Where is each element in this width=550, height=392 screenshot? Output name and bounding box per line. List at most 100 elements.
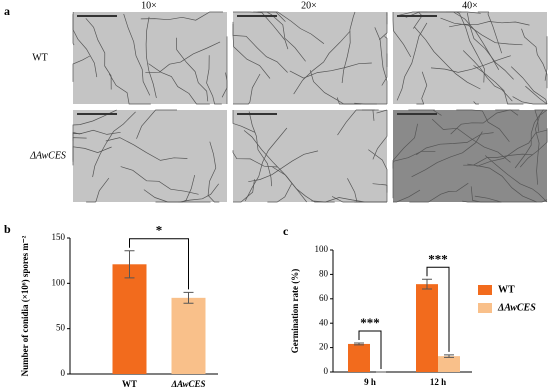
significance-bracket [426,266,450,352]
micrographs [72,11,548,203]
error-bar [422,278,432,290]
hypha [510,66,548,105]
hypha [337,109,379,136]
hypha [72,55,90,82]
hypha [521,28,548,89]
hypha [232,24,288,73]
error-bar [183,291,194,304]
row-label: ΔAwCES [29,150,66,161]
hypha [143,189,211,203]
significance-label: *** [360,315,380,330]
legend-label: WT [498,284,515,295]
legend-label: ΔAwCES [497,302,536,313]
y-tick-label: 100 [52,277,66,287]
hypha [72,109,117,136]
hypha [207,141,220,203]
hypha [484,155,548,203]
x-tick-label: WT [122,379,137,389]
hypha [525,85,548,105]
hypha [140,11,223,21]
hypha [466,12,514,80]
bar [416,284,438,372]
significance-label: *** [428,251,448,266]
micrograph [233,110,387,202]
scale-bar [77,113,117,115]
y-tick-label: 0 [324,366,329,376]
hypha [514,109,547,169]
hypha [145,41,221,74]
hypha [92,111,136,178]
hypha [544,36,548,81]
hypha [408,109,442,116]
hypha [376,109,388,114]
hypha [85,18,112,90]
hypha [123,13,151,96]
y-tick-label: 60 [319,293,329,303]
error-bar [444,354,454,358]
hypha [396,22,428,101]
hypha [108,73,151,105]
micrograph [73,110,227,202]
column-label: 40× [462,0,478,11]
y-tick-label: 50 [56,323,66,333]
hypha [372,110,388,160]
hypha [450,109,520,135]
hypha [148,63,210,105]
scale-bar [77,15,117,17]
hypha [470,186,502,203]
hypha [72,11,98,78]
hypha [347,178,365,203]
hypha [293,30,351,95]
hypha [446,11,500,70]
error-bar [124,250,135,279]
y-tick-label: 0 [61,368,66,378]
column-label: 10× [141,0,157,11]
legend-swatch [478,285,492,295]
hypha [463,153,534,166]
hypha [392,123,418,199]
scale-bar [397,15,437,17]
hypha [120,166,199,195]
y-axis-label: Number of conidia (×10⁶) spores m⁻² [20,235,30,376]
hypha [476,129,547,167]
micrograph [393,110,547,202]
hypha [86,177,110,203]
hypha [474,195,548,203]
error-bar [183,291,194,304]
bar [438,356,460,372]
error-bar [422,278,432,290]
hypha [372,183,388,202]
y-tick-label: 100 [315,244,329,254]
hypha [374,27,388,104]
bar [348,343,370,372]
hypha [233,73,261,105]
scale-bar [237,113,277,115]
hypha [414,26,481,90]
x-tick-label: ΔAwCES [171,379,206,389]
hypha [449,21,530,28]
scale-bar [237,15,277,17]
hypha [206,55,222,105]
hypha [440,17,523,46]
panel-label: a [4,4,10,18]
hypha [519,128,548,168]
hypha [248,111,272,187]
hypha [311,197,387,203]
y-axis-label: Germination rate (%) [290,269,300,353]
hypha [225,72,228,104]
x-tick-label: 12 h [430,377,446,387]
hypha [145,16,157,98]
y-tick-label: 80 [319,268,329,278]
hypha [232,150,278,168]
x-tick-label: 9 h [364,377,376,387]
legend-swatch [478,303,492,313]
hypha [244,127,288,202]
hypha [431,118,511,163]
error-bar [354,342,364,346]
hypha [411,131,483,178]
hypha [467,163,537,203]
hypha [176,37,209,102]
significance-label: * [156,223,163,238]
hypha [462,50,513,102]
